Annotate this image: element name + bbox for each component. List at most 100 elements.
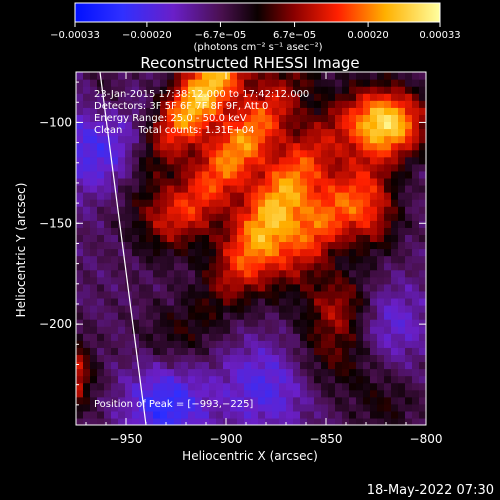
heatmap-cell bbox=[405, 227, 413, 235]
heatmap-cell bbox=[328, 340, 336, 348]
heatmap-cell bbox=[202, 276, 210, 285]
heatmap-cell bbox=[258, 368, 266, 377]
heatmap-cell bbox=[405, 368, 413, 377]
heatmap-cell bbox=[97, 199, 105, 207]
heatmap-cell bbox=[83, 304, 91, 313]
heatmap-cell bbox=[244, 368, 252, 377]
heatmap-cell bbox=[76, 326, 84, 334]
heatmap-cell bbox=[321, 121, 329, 130]
colorbar bbox=[74, 2, 441, 23]
heatmap-cell bbox=[90, 368, 98, 377]
heatmap-cell bbox=[160, 276, 168, 285]
heatmap-cell bbox=[335, 389, 343, 398]
heatmap-cell bbox=[272, 163, 280, 172]
heatmap-cell bbox=[307, 396, 315, 405]
heatmap-cell bbox=[230, 396, 238, 405]
heatmap-cell bbox=[265, 184, 273, 193]
heatmap-cell bbox=[188, 128, 196, 137]
heatmap-cell bbox=[139, 269, 147, 278]
heatmap-cell bbox=[377, 283, 385, 292]
heatmap-cell bbox=[412, 241, 420, 250]
heatmap-cell bbox=[202, 121, 210, 130]
heatmap-cell bbox=[307, 389, 315, 398]
heatmap-cell bbox=[384, 177, 392, 186]
heatmap-cell bbox=[265, 255, 273, 264]
heatmap-cell bbox=[279, 368, 287, 377]
heatmap-cell bbox=[118, 417, 126, 425]
heatmap-cell bbox=[335, 107, 343, 115]
heatmap-cell bbox=[251, 121, 259, 130]
heatmap-cell bbox=[384, 375, 392, 384]
heatmap-cell bbox=[209, 184, 217, 193]
heatmap-cell bbox=[279, 382, 287, 391]
heatmap-cell bbox=[307, 417, 315, 425]
heatmap-cell bbox=[83, 114, 91, 123]
heatmap-cell bbox=[118, 290, 126, 299]
heatmap-cell bbox=[377, 135, 385, 144]
heatmap-cell bbox=[398, 72, 406, 80]
heatmap-cell bbox=[251, 234, 259, 243]
heatmap-cell bbox=[216, 248, 224, 257]
heatmap-cell bbox=[293, 382, 301, 391]
heatmap-cell bbox=[405, 177, 413, 186]
heatmap-cell bbox=[342, 410, 350, 419]
heatmap-cell bbox=[230, 220, 238, 228]
heatmap-cell bbox=[146, 283, 154, 292]
heatmap-cell bbox=[244, 128, 252, 137]
heatmap-cell bbox=[118, 121, 126, 130]
heatmap-cell bbox=[90, 396, 98, 405]
heatmap-cell bbox=[83, 333, 91, 341]
heatmap-cell bbox=[230, 269, 238, 278]
heatmap-cell bbox=[209, 312, 217, 320]
heatmap-cell bbox=[195, 241, 203, 250]
heatmap-cell bbox=[118, 333, 126, 341]
heatmap-cell bbox=[167, 100, 175, 108]
heatmap-cell bbox=[349, 149, 357, 158]
heatmap-cell bbox=[223, 269, 231, 278]
heatmap-cell bbox=[335, 177, 343, 186]
heatmap-cell bbox=[342, 128, 350, 137]
heatmap-cell bbox=[356, 241, 364, 250]
heatmap-cell bbox=[258, 319, 266, 327]
heatmap-cell bbox=[286, 170, 294, 179]
heatmap-cell bbox=[286, 241, 294, 250]
heatmap-cell bbox=[76, 417, 84, 425]
heatmap-cell bbox=[104, 192, 112, 200]
y-axis: −200−150−100 bbox=[39, 81, 426, 406]
heatmap-cell bbox=[160, 227, 168, 235]
heatmap-cell bbox=[125, 255, 133, 264]
heatmap-cell bbox=[118, 354, 126, 363]
heatmap-cell bbox=[174, 206, 182, 214]
heatmap-cell bbox=[167, 163, 175, 172]
heatmap-cell bbox=[125, 149, 133, 158]
heatmap-cell bbox=[146, 177, 154, 186]
heatmap-cell bbox=[76, 333, 84, 341]
heatmap-cell bbox=[356, 107, 364, 115]
heatmap-cell bbox=[293, 354, 301, 363]
heatmap-cell bbox=[146, 114, 154, 123]
heatmap-cell bbox=[223, 163, 231, 172]
heatmap-cell bbox=[90, 255, 98, 264]
heatmap-cell bbox=[391, 410, 399, 419]
heatmap-cell bbox=[167, 290, 175, 299]
heatmap-cell bbox=[160, 297, 168, 306]
heatmap-cell bbox=[300, 177, 308, 186]
heatmap-cell bbox=[314, 333, 322, 341]
heatmap-cell bbox=[216, 347, 224, 355]
heatmap-cell bbox=[216, 368, 224, 377]
heatmap-cell bbox=[391, 403, 399, 412]
heatmap-cell bbox=[195, 262, 203, 271]
heatmap-cell bbox=[167, 199, 175, 207]
heatmap-cell bbox=[370, 290, 378, 299]
heatmap-cell bbox=[342, 340, 350, 348]
heatmap-cell bbox=[377, 79, 385, 87]
heatmap-cell bbox=[237, 347, 245, 355]
heatmap-cell bbox=[286, 333, 294, 341]
heatmap-cell bbox=[202, 72, 210, 80]
heatmap-cell bbox=[188, 297, 196, 306]
heatmap-cell bbox=[237, 262, 245, 271]
heatmap-cell bbox=[363, 255, 371, 264]
heatmap-cell bbox=[111, 199, 119, 207]
heatmap-cell bbox=[272, 262, 280, 271]
x-axis: −950 −900 −850 −800 bbox=[85, 72, 442, 446]
